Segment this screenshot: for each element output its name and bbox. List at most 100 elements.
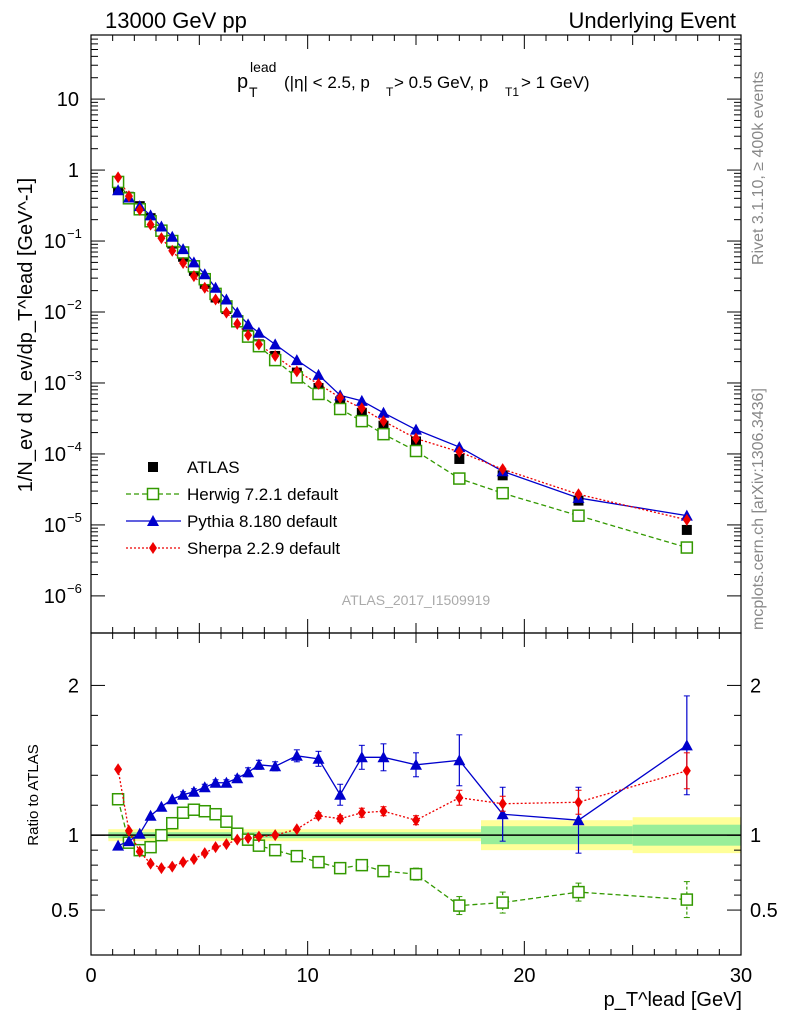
pythia-ratio-point <box>680 739 693 751</box>
sherpa-ratio-point <box>357 806 366 819</box>
pythia-ratio-point <box>572 814 585 826</box>
rivet-label: Rivet 3.1.10, ≥ 400k events <box>750 71 767 265</box>
sherpa-point <box>254 338 263 351</box>
sherpa-point <box>357 402 366 415</box>
herwig-ratio-point <box>268 843 282 857</box>
y-tick-exponent: −5 <box>67 510 82 525</box>
pythia-point <box>355 394 368 406</box>
sherpa-ratio-point <box>682 764 691 777</box>
sherpa-ratio-point <box>455 791 464 804</box>
herwig-point <box>377 427 390 441</box>
y-tick-label: 10 <box>57 89 79 111</box>
pythia-point <box>187 256 200 268</box>
x-axis-label: p_T^lead [GeV] <box>604 989 742 1011</box>
sherpa-ratio-point <box>292 823 301 836</box>
title-rest3: > 1 GeV) <box>521 73 590 92</box>
pythia-point <box>231 306 244 318</box>
herwig-ratio-point <box>453 899 466 912</box>
y-tick-label: 10 <box>44 515 66 537</box>
pythia-ratio-point <box>133 827 146 839</box>
herwig-point <box>355 414 369 428</box>
herwig-ratio-point <box>209 807 222 821</box>
pythia-point <box>177 243 190 255</box>
pythia-point <box>269 338 282 350</box>
y-tick-label: 10 <box>44 586 66 608</box>
pythia-ratio-point <box>312 752 325 764</box>
ratio-y-tick-label-right: 1 <box>750 825 761 847</box>
pythia-ratio-point <box>155 800 168 812</box>
title-rest2-sub: T1 <box>505 85 519 99</box>
sherpa-ratio-point <box>244 832 253 845</box>
analysis-label: ATLAS_2017_I1509919 <box>342 592 491 608</box>
pythia-ratio-point <box>355 751 368 763</box>
herwig-ratio-point <box>355 858 369 872</box>
sherpa-ratio-point <box>222 838 231 851</box>
pythia-point <box>144 209 157 221</box>
ratio-frame <box>90 632 742 956</box>
pythia-point <box>198 268 211 280</box>
herwig-point <box>680 541 694 554</box>
legend-label-pythia: Pythia 8.180 default <box>187 512 338 531</box>
herwig-point <box>333 402 347 416</box>
sherpa-point <box>114 171 123 184</box>
herwig-ratio-point <box>187 803 201 816</box>
herwig-ratio-point <box>496 896 509 909</box>
sherpa-point <box>574 488 583 501</box>
pythia-point <box>410 423 422 435</box>
sherpa-point <box>146 218 155 231</box>
pythia-point <box>252 326 265 338</box>
ratio-y-tick-label-right: 0.5 <box>750 900 778 922</box>
y-tick-exponent: −2 <box>67 297 82 312</box>
herwig-ratio-point <box>377 864 390 878</box>
legend-marker-atlas <box>148 462 158 472</box>
pythia-ratio-point <box>496 808 509 820</box>
sherpa-ratio-point <box>271 829 280 842</box>
pythia-ratio-point <box>122 835 135 847</box>
x-tick-label: 10 <box>297 965 319 987</box>
herwig-ratio-point <box>312 855 325 869</box>
sherpa-ratio-point <box>314 809 323 822</box>
herwig-point <box>312 387 325 401</box>
herwig-ratio-point <box>680 893 694 906</box>
herwig-point <box>409 444 423 458</box>
sherpa-point <box>200 281 209 294</box>
legend-marker-pythia <box>147 515 159 526</box>
legend-label-atlas: ATLAS <box>187 458 240 477</box>
legend-label-sherpa: Sherpa 2.2.9 default <box>187 539 340 558</box>
ratio-y-tick-label-right: 2 <box>750 675 761 697</box>
sherpa-ratio-point <box>498 797 507 810</box>
pythia-ratio-point <box>453 754 466 766</box>
herwig-point <box>453 472 466 485</box>
pythia-point <box>155 220 168 232</box>
y-tick-label: 10 <box>44 302 66 324</box>
y-tick-exponent: −3 <box>67 368 82 383</box>
atlas-point <box>681 524 692 535</box>
sherpa-ratio-point <box>211 841 220 854</box>
herwig-ratio-point <box>198 804 211 818</box>
sherpa-ratio-point <box>146 857 155 870</box>
mcplots-label: mcplots.cern.ch [arXiv:1306.3436] <box>750 388 767 630</box>
sherpa-point <box>211 293 220 306</box>
pythia-ratio-point <box>112 839 125 851</box>
header-right: Underlying Event <box>568 8 736 33</box>
sherpa-point <box>292 365 301 378</box>
pythia-ratio-point <box>242 766 255 778</box>
herwig-ratio-point <box>176 806 190 819</box>
pythia-ratio-point <box>290 749 303 761</box>
herwig-ratio-point <box>155 828 168 842</box>
title-sup: lead <box>250 59 276 75</box>
herwig-ratio-point <box>333 861 347 875</box>
title-sub: T <box>249 84 258 100</box>
herwig-ratio-point <box>111 792 125 806</box>
pythia-ratio-point <box>410 758 422 770</box>
pythia-ratio-point <box>220 776 233 788</box>
herwig-point <box>496 486 509 500</box>
title-rest: (|η| < 2.5, p <box>284 73 370 92</box>
herwig-ratio-point <box>572 885 585 899</box>
sherpa-point <box>135 203 144 216</box>
sherpa-ratio-point <box>168 860 177 873</box>
pythia-ratio-point <box>166 793 179 805</box>
ratio-y-tick-label: 1 <box>68 825 79 847</box>
legend-marker-sherpa <box>149 542 157 554</box>
